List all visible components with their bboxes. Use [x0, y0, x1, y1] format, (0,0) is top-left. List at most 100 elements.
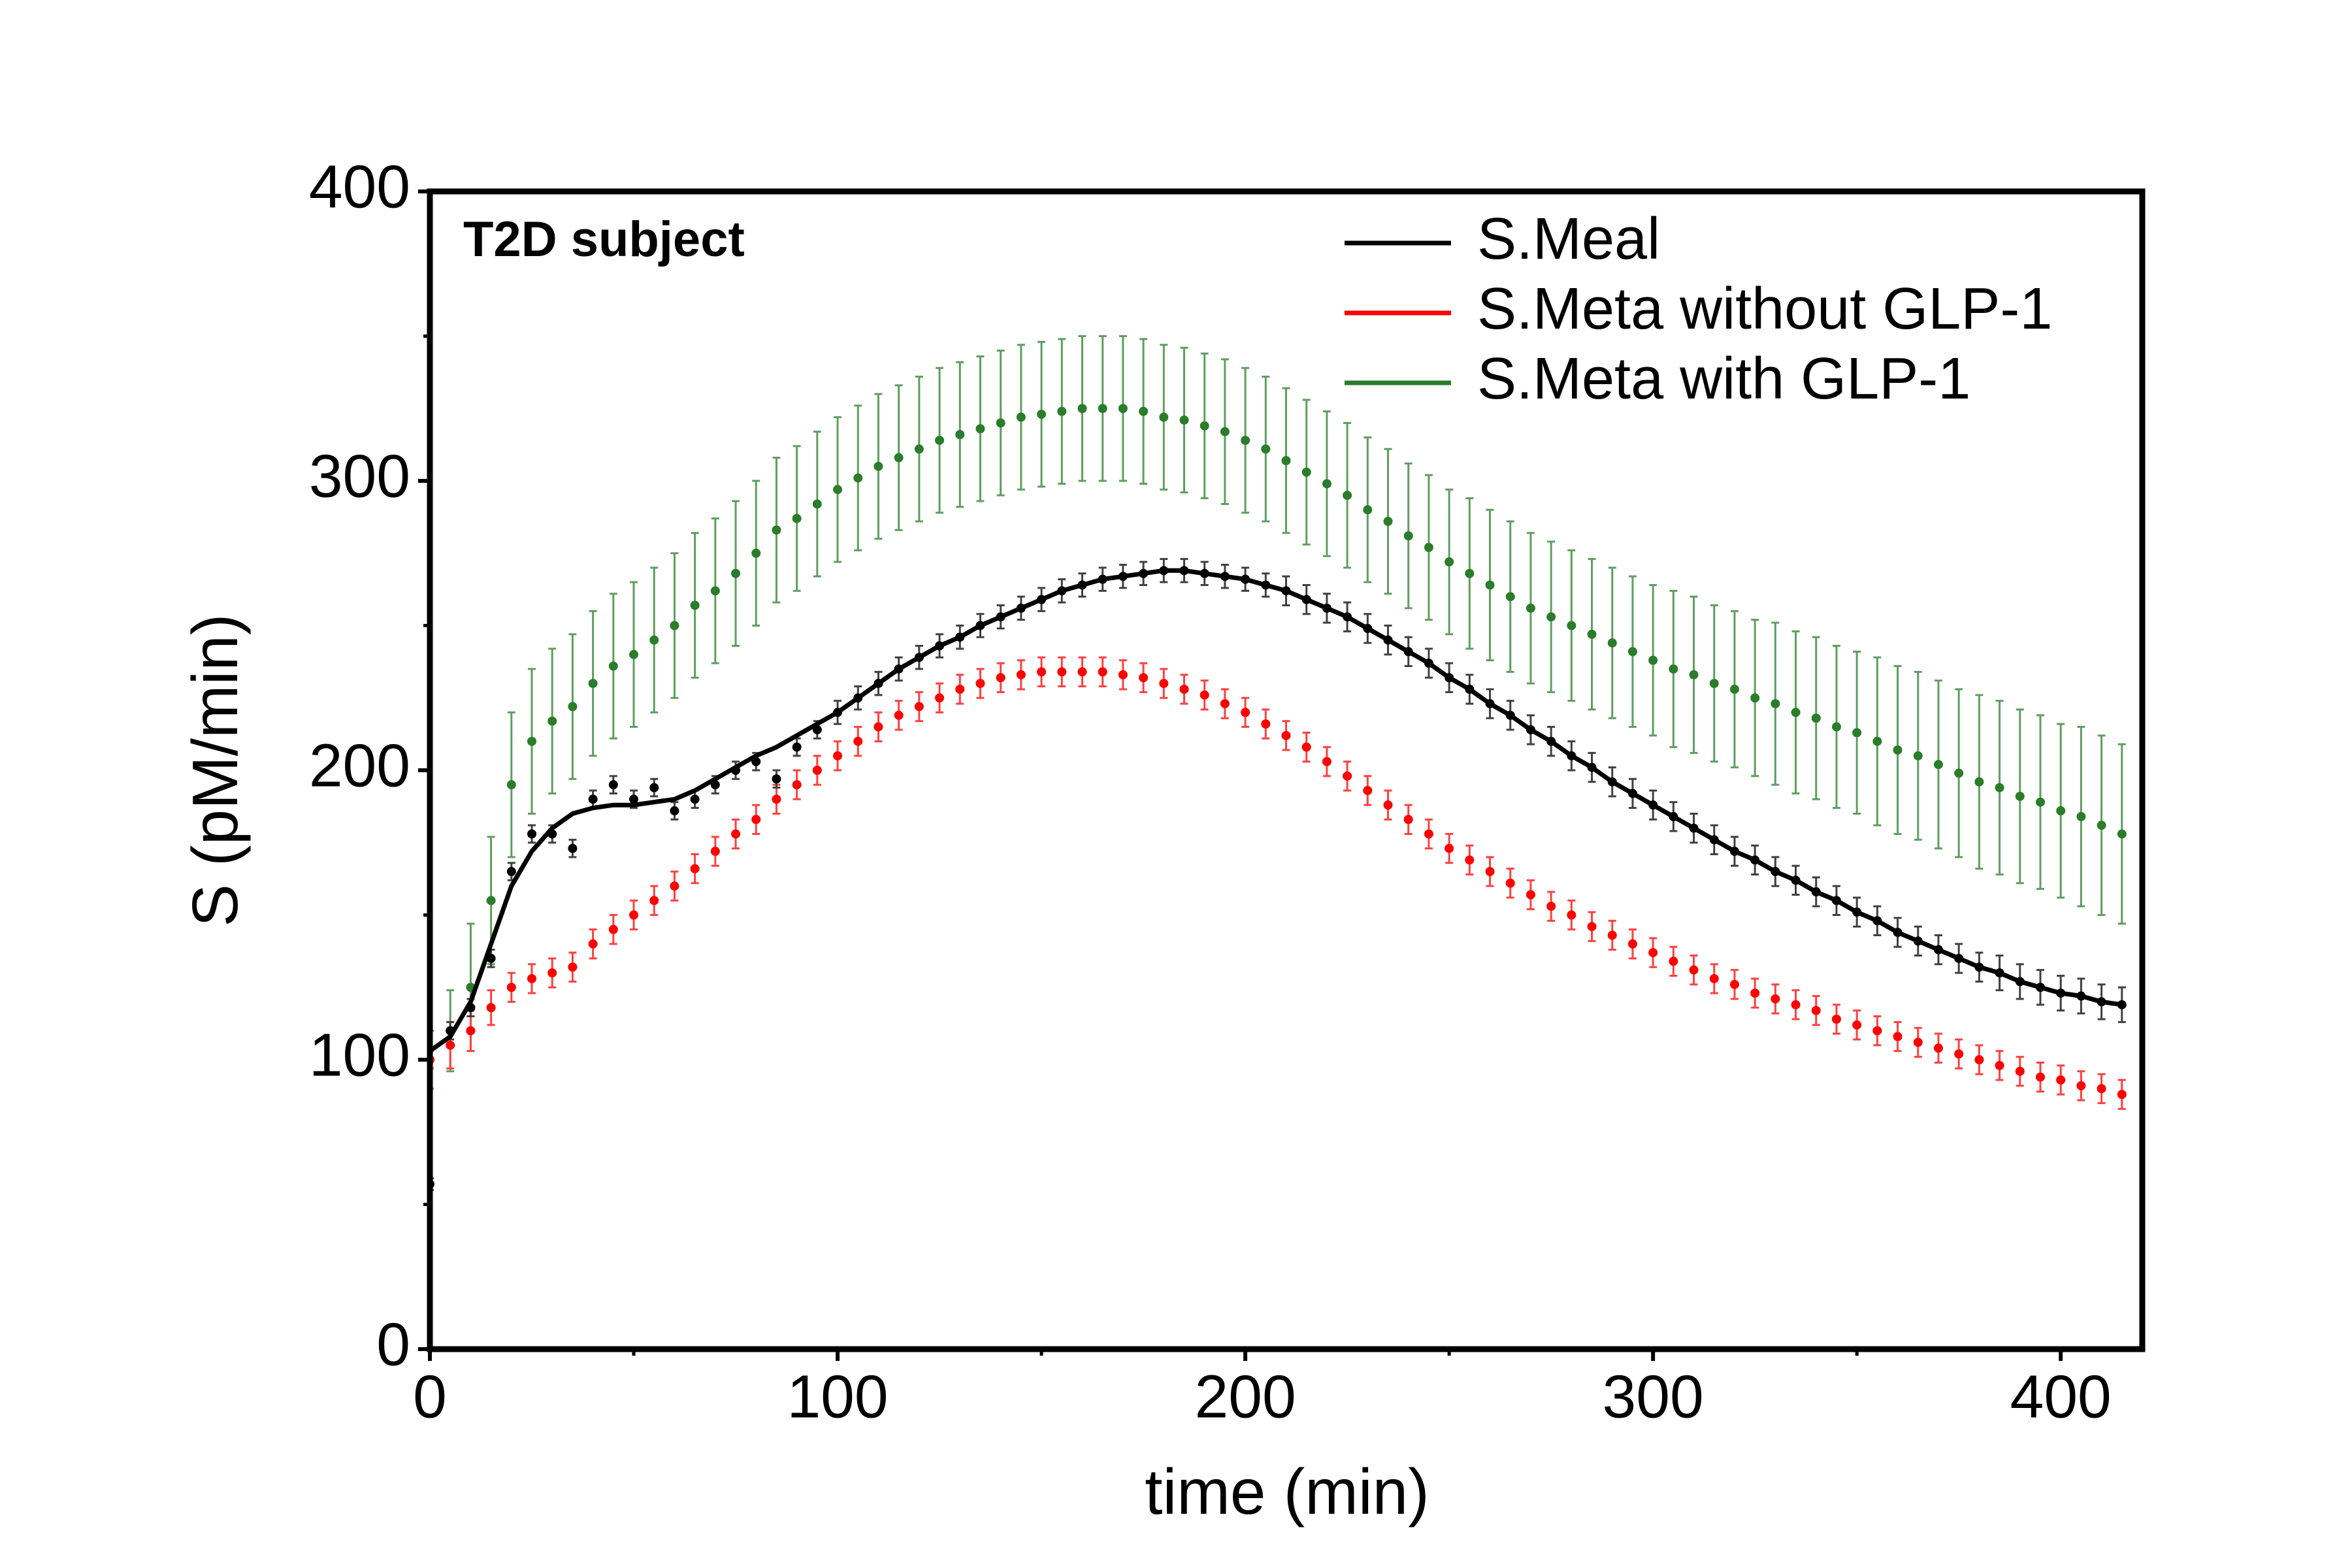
marker	[588, 794, 598, 804]
marker	[1852, 1020, 1862, 1030]
marker	[1301, 467, 1311, 477]
marker	[670, 881, 679, 891]
marker	[1077, 404, 1087, 414]
marker	[2015, 791, 2025, 801]
marker	[2097, 1084, 2106, 1094]
marker	[649, 783, 659, 792]
marker	[2056, 806, 2066, 816]
marker	[1709, 973, 1719, 983]
marker	[894, 710, 904, 720]
marker	[608, 661, 618, 671]
marker	[527, 736, 537, 746]
marker	[853, 473, 863, 483]
marker	[1343, 491, 1352, 500]
marker	[1954, 1049, 1964, 1059]
marker	[1669, 664, 1678, 674]
marker	[1241, 708, 1250, 717]
marker	[1627, 647, 1637, 657]
marker	[506, 983, 516, 992]
marker	[527, 829, 537, 839]
marker	[1567, 621, 1576, 630]
marker	[1933, 760, 1943, 770]
marker	[1689, 965, 1699, 975]
x-tick-label: 300	[1603, 1363, 1704, 1431]
marker	[1771, 699, 1780, 709]
x-tick-label: 0	[413, 1363, 447, 1431]
marker	[527, 973, 537, 983]
marker	[1587, 922, 1597, 932]
marker	[1587, 629, 1597, 639]
marker	[914, 702, 924, 711]
marker	[812, 766, 822, 775]
marker	[1037, 667, 1047, 677]
marker	[833, 751, 843, 760]
marker	[2097, 821, 2106, 830]
marker	[690, 864, 700, 874]
marker	[874, 461, 883, 471]
marker	[1179, 415, 1189, 425]
marker	[1913, 751, 1923, 760]
marker	[1831, 722, 1841, 732]
marker	[1546, 612, 1556, 622]
marker	[710, 586, 720, 596]
marker	[446, 1040, 455, 1050]
marker	[1403, 815, 1413, 825]
marker	[1627, 939, 1637, 949]
marker	[1791, 708, 1801, 717]
marker	[629, 910, 639, 920]
marker	[1954, 768, 1964, 778]
marker	[486, 1003, 496, 1013]
marker	[1098, 667, 1107, 677]
marker	[1077, 667, 1087, 677]
marker	[1567, 910, 1576, 920]
marker	[1200, 421, 1209, 431]
marker	[1383, 800, 1393, 810]
marker	[1995, 1060, 2004, 1070]
marker	[1811, 1005, 1821, 1015]
marker	[1729, 684, 1739, 694]
marker	[1098, 404, 1107, 414]
marker	[1343, 771, 1352, 781]
marker	[547, 716, 557, 726]
marker	[1322, 479, 1331, 489]
markers	[430, 667, 2127, 1100]
marker	[2076, 1081, 2086, 1090]
marker	[792, 780, 802, 790]
marker	[1505, 592, 1515, 602]
marker	[1546, 902, 1556, 911]
marker	[670, 621, 679, 630]
marker	[1505, 878, 1515, 888]
marker	[1139, 406, 1149, 416]
marker	[812, 499, 822, 509]
x-tick-label: 100	[787, 1363, 888, 1431]
marker	[506, 780, 516, 790]
marker	[649, 635, 659, 645]
marker	[2076, 811, 2086, 821]
marker	[935, 693, 945, 703]
marker	[568, 962, 578, 972]
marker	[1016, 670, 1026, 679]
x-tick-label: 200	[1195, 1363, 1296, 1431]
marker	[1424, 542, 1433, 552]
marker	[731, 829, 741, 839]
marker	[975, 679, 985, 689]
y-axis-label: S (pM/min)	[179, 613, 251, 926]
marker	[1729, 979, 1739, 989]
marker	[1648, 655, 1658, 665]
marker	[1526, 890, 1535, 900]
legend-label: S.Meta with GLP-1	[1477, 346, 1970, 412]
y-tick-label: 100	[309, 1021, 410, 1089]
marker	[1363, 505, 1373, 515]
marker	[1995, 783, 2004, 792]
marker	[1424, 829, 1433, 839]
marker	[833, 485, 843, 495]
marker	[649, 896, 659, 906]
marker	[935, 435, 945, 445]
y-tick-label: 400	[309, 153, 410, 221]
marker	[2056, 1075, 2066, 1085]
marker	[1281, 455, 1291, 465]
marker	[1383, 517, 1393, 527]
marker	[1485, 580, 1495, 590]
markers	[430, 404, 2127, 1064]
